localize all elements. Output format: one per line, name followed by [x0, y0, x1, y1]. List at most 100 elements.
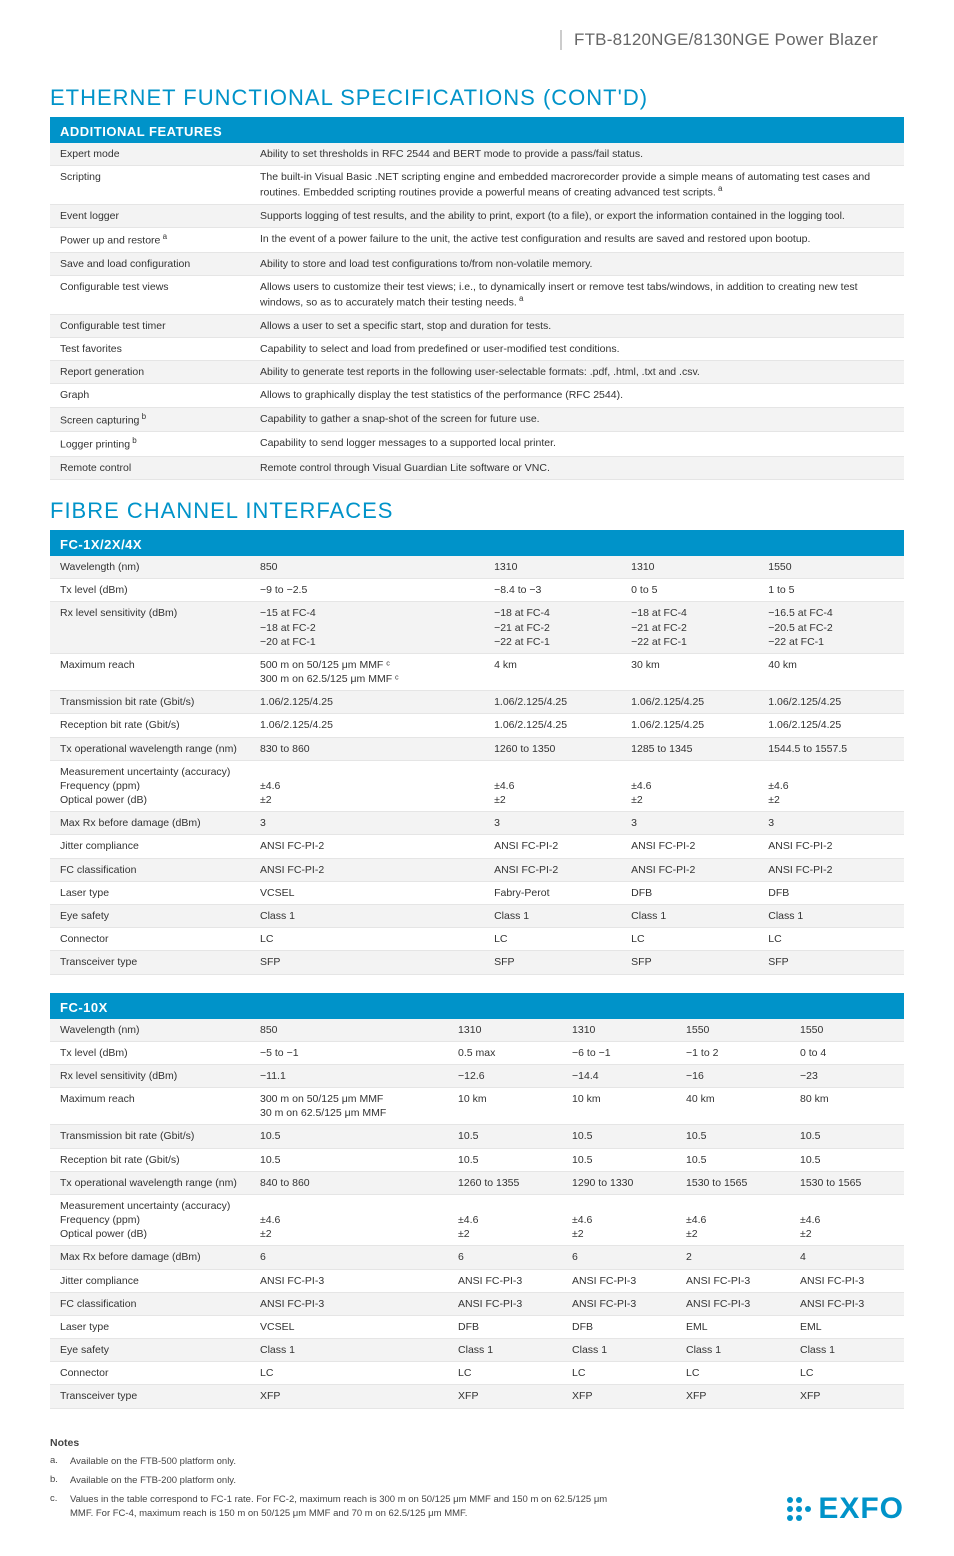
product-title: FTB-8120NGE/8130NGE Power Blazer: [574, 30, 878, 49]
cell-value: XFP: [790, 1385, 904, 1408]
cell-value: 40 km: [758, 653, 904, 690]
row-label: Reception bit rate (Gbit/s): [50, 1148, 250, 1171]
cell-value: ANSI FC-PI-3: [250, 1292, 448, 1315]
cell-value: SFP: [758, 951, 904, 974]
cell-value: SFP: [250, 951, 484, 974]
row-label: Wavelength (nm): [50, 556, 250, 579]
cell-value: ±4.6 ±2: [250, 760, 484, 812]
fc1x-table: FC-1X/2X/4X Wavelength (nm)8501310131015…: [50, 530, 904, 974]
cell-value: LC: [676, 1362, 790, 1385]
row-label: Configurable test timer: [50, 314, 250, 337]
row-label: Maximum reach: [50, 1088, 250, 1125]
table-row: Laser typeVCSELFabry-PerotDFBDFB: [50, 881, 904, 904]
cell-value: ANSI FC-PI-2: [621, 858, 758, 881]
row-desc: In the event of a power failure to the u…: [250, 228, 904, 253]
row-label: Wavelength (nm): [50, 1019, 250, 1042]
cell-value: 1.06/2.125/4.25: [621, 714, 758, 737]
cell-value: 10.5: [676, 1125, 790, 1148]
row-label: Test favorites: [50, 338, 250, 361]
row-desc: Allows to graphically display the test s…: [250, 384, 904, 407]
cell-value: 1260 to 1350: [484, 737, 621, 760]
row-label: Graph: [50, 384, 250, 407]
cell-value: ANSI FC-PI-3: [250, 1269, 448, 1292]
row-label: Eye safety: [50, 1339, 250, 1362]
cell-value: 4: [790, 1246, 904, 1269]
row-desc: Capability to select and load from prede…: [250, 338, 904, 361]
cell-value: ANSI FC-PI-2: [250, 858, 484, 881]
row-label: Measurement uncertainty (accuracy) Frequ…: [50, 760, 250, 812]
cell-value: ANSI FC-PI-3: [790, 1269, 904, 1292]
table-row: Maximum reach500 m on 50/125 μm MMF ᶜ 30…: [50, 653, 904, 690]
cell-value: 10.5: [448, 1125, 562, 1148]
table-row: Tx level (dBm)−9 to −2.5−8.4 to −30 to 5…: [50, 579, 904, 602]
note-item: c.Values in the table correspond to FC-1…: [50, 1493, 630, 1520]
table-row: Eye safetyClass 1Class 1Class 1Class 1: [50, 905, 904, 928]
cell-value: Class 1: [250, 905, 484, 928]
cell-value: 1550: [676, 1019, 790, 1042]
row-label: Report generation: [50, 361, 250, 384]
note-item: b.Available on the FTB-200 platform only…: [50, 1474, 630, 1487]
table-row: Measurement uncertainty (accuracy) Frequ…: [50, 1194, 904, 1246]
cell-value: ±4.6 ±2: [484, 760, 621, 812]
cell-value: SFP: [484, 951, 621, 974]
cell-value: LC: [621, 928, 758, 951]
row-label: Scripting: [50, 166, 250, 205]
cell-value: 1.06/2.125/4.25: [621, 691, 758, 714]
row-label: Max Rx before damage (dBm): [50, 812, 250, 835]
cell-value: EML: [790, 1315, 904, 1338]
cell-value: VCSEL: [250, 1315, 448, 1338]
cell-value: 1544.5 to 1557.5: [758, 737, 904, 760]
cell-value: Class 1: [790, 1339, 904, 1362]
table-row: Wavelength (nm)8501310131015501550: [50, 1019, 904, 1042]
cell-value: DFB: [562, 1315, 676, 1338]
cell-value: ±4.6 ±2: [448, 1194, 562, 1246]
additional-features-table: ADDITIONAL FEATURES Expert modeAbility t…: [50, 117, 904, 480]
cell-value: 6: [448, 1246, 562, 1269]
cell-value: 10.5: [250, 1125, 448, 1148]
table-row: Transmission bit rate (Gbit/s)1.06/2.125…: [50, 691, 904, 714]
table-header-fc1x: FC-1X/2X/4X: [50, 533, 904, 556]
cell-value: 80 km: [790, 1088, 904, 1125]
note-text: Available on the FTB-500 platform only.: [70, 1455, 236, 1468]
cell-value: 1 to 5: [758, 579, 904, 602]
cell-value: ANSI FC-PI-2: [758, 858, 904, 881]
row-label: Event logger: [50, 205, 250, 228]
table-row: Max Rx before damage (dBm)66624: [50, 1246, 904, 1269]
row-label: Transmission bit rate (Gbit/s): [50, 1125, 250, 1148]
page-header: FTB-8120NGE/8130NGE Power Blazer: [560, 30, 904, 50]
cell-value: 1.06/2.125/4.25: [484, 691, 621, 714]
cell-value: 3: [758, 812, 904, 835]
table-row: Logger printing bCapability to send logg…: [50, 432, 904, 457]
table-row: Report generationAbility to generate tes…: [50, 361, 904, 384]
cell-value: XFP: [562, 1385, 676, 1408]
row-label: Logger printing b: [50, 432, 250, 457]
cell-value: 1530 to 1565: [676, 1171, 790, 1194]
cell-value: 830 to 860: [250, 737, 484, 760]
cell-value: Class 1: [621, 905, 758, 928]
cell-value: 0 to 5: [621, 579, 758, 602]
row-label: Laser type: [50, 1315, 250, 1338]
cell-value: 1550: [790, 1019, 904, 1042]
cell-value: DFB: [621, 881, 758, 904]
cell-value: 10 km: [562, 1088, 676, 1125]
cell-value: LC: [484, 928, 621, 951]
row-label: FC classification: [50, 1292, 250, 1315]
cell-value: ANSI FC-PI-2: [621, 835, 758, 858]
table-header-fc10x: FC-10X: [50, 996, 904, 1019]
cell-value: −16.5 at FC-4 −20.5 at FC-2 −22 at FC-1: [758, 602, 904, 654]
row-label: Power up and restore a: [50, 228, 250, 253]
table-row: FC classificationANSI FC-PI-2ANSI FC-PI-…: [50, 858, 904, 881]
table-row: Eye safetyClass 1Class 1Class 1Class 1Cl…: [50, 1339, 904, 1362]
cell-value: 1310: [562, 1019, 676, 1042]
cell-value: LC: [562, 1362, 676, 1385]
cell-value: 1.06/2.125/4.25: [758, 691, 904, 714]
section-title-ethernet: ETHERNET FUNCTIONAL SPECIFICATIONS (CONT…: [50, 85, 904, 111]
cell-value: 0.5 max: [448, 1041, 562, 1064]
cell-value: ANSI FC-PI-3: [562, 1292, 676, 1315]
cell-value: Fabry-Perot: [484, 881, 621, 904]
cell-value: Class 1: [562, 1339, 676, 1362]
fc10x-table: FC-10X Wavelength (nm)850131013101550155…: [50, 993, 904, 1409]
cell-value: 850: [250, 1019, 448, 1042]
cell-value: ±4.6 ±2: [790, 1194, 904, 1246]
cell-value: −18 at FC-4 −21 at FC-2 −22 at FC-1: [621, 602, 758, 654]
